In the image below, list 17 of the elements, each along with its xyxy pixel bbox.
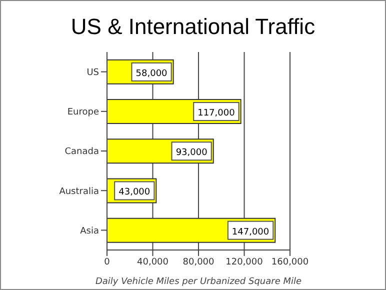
data-label: 117,000 bbox=[198, 108, 236, 119]
y-tick-label: Canada bbox=[64, 147, 99, 158]
y-tick-label: US bbox=[86, 68, 100, 78]
x-tick-label: 80,000 bbox=[182, 257, 215, 268]
data-label: 93,000 bbox=[176, 148, 208, 158]
y-tick-label: Asia bbox=[80, 226, 99, 236]
y-tick-label: Australia bbox=[59, 186, 99, 197]
data-label: 147,000 bbox=[232, 227, 270, 238]
data-label: 58,000 bbox=[136, 68, 168, 79]
chart-title: US & International Traffic bbox=[70, 14, 316, 40]
x-tick-label: 160,000 bbox=[271, 257, 309, 268]
data-label: 43,000 bbox=[118, 188, 150, 198]
x-axis-title: Daily Vehicle Miles per Urbanized Square Mile bbox=[95, 277, 302, 287]
x-tick-label: 0 bbox=[104, 257, 110, 268]
x-tick-label: 40,000 bbox=[137, 257, 169, 268]
x-tick-label: 120,000 bbox=[226, 257, 264, 268]
y-tick-label: Europe bbox=[67, 108, 100, 118]
